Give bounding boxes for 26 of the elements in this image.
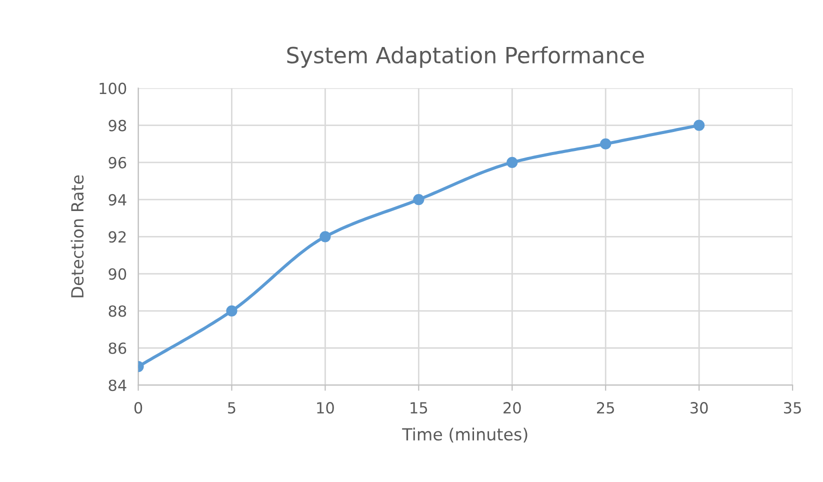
point [413, 194, 424, 206]
y-tick-label: 88 [108, 305, 126, 317]
point [506, 156, 518, 168]
x-axis-title: Time (minutes) [402, 428, 528, 443]
y-tick-label: 96 [108, 156, 126, 168]
point [226, 305, 238, 316]
x-tick-label: 30 [690, 402, 708, 414]
chart-title: System Adaptation Performance [287, 46, 644, 68]
x-tick-label: 0 [134, 402, 142, 414]
y-tick-label: 90 [108, 268, 126, 280]
point [600, 138, 612, 150]
x-tick-label: 15 [410, 402, 428, 414]
point [320, 231, 331, 242]
x-tick-label: 10 [317, 402, 334, 414]
x-tick-label: 20 [504, 402, 521, 414]
y-tick-label: 100 [100, 82, 126, 94]
x-tick-label: 25 [597, 402, 614, 414]
y-tick-label: 84 [108, 380, 126, 392]
y-tick-label: 98 [108, 120, 126, 132]
y-tick-label: 94 [108, 194, 126, 206]
y-tick-label: 86 [108, 342, 126, 354]
y-axis-title: Detection Rate [70, 175, 84, 298]
y-tick-label: 92 [108, 231, 126, 243]
x-tick-label: 5 [228, 402, 236, 414]
x-tick-label: 35 [784, 402, 801, 414]
point [694, 120, 705, 131]
